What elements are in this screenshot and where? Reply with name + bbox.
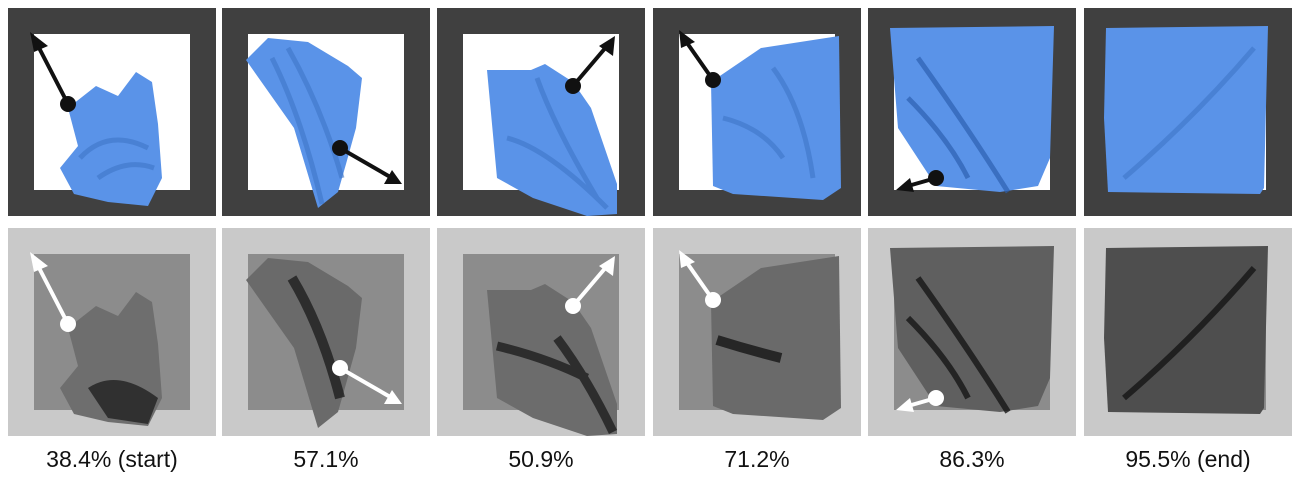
coverage-caption-2: 57.1% [293,446,359,472]
coverage-caption-1: 38.4% (start) [46,446,178,472]
grab-point [60,96,76,112]
coverage-caption-5: 86.3% [939,446,1005,472]
depth-view-4 [653,228,861,436]
grab-point [60,316,76,332]
rgb-cloth-view-3 [437,8,645,216]
coverage-caption-3: 50.9% [508,446,574,472]
rgb-cloth-view-5 [868,8,1076,216]
coverage-caption-4: 71.2% [724,446,790,472]
depth-view-6 [1084,228,1292,436]
rgb-cloth-view-6 [1084,8,1292,216]
depth-view-5 [868,228,1076,436]
grab-arrow [34,261,70,325]
rgb-cloth-view-4 [653,8,861,216]
depth-view-1 [8,228,216,436]
depth-view-3 [437,228,645,436]
rgb-cloth-view-1 [8,8,216,216]
coverage-caption-6: 95.5% (end) [1125,446,1251,472]
grab-arrow [34,41,70,105]
depth-view-2 [222,228,430,436]
rgb-cloth-view-2 [222,8,430,216]
